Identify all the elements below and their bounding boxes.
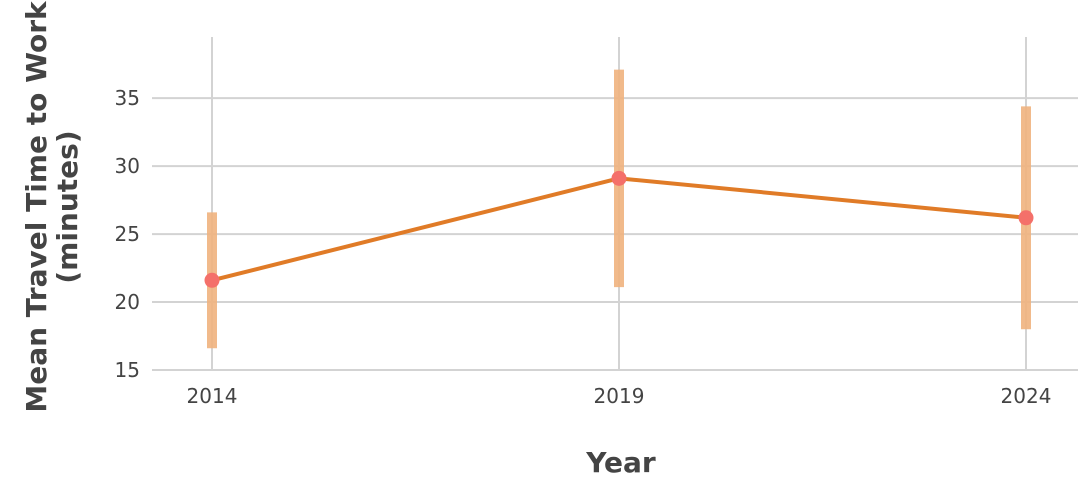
y-tick-label-25: 25	[115, 222, 140, 246]
x-tick-label-2024: 2024	[1001, 384, 1052, 408]
x-tick-label-2014: 2014	[187, 384, 238, 408]
y-tick-labels: 15 20 25 30 35	[115, 86, 140, 382]
data-points	[204, 170, 1034, 288]
y-axis-title: Mean Travel Time to Work (minutes)	[20, 0, 84, 413]
x-tick-labels: 2014 2019 2024	[187, 384, 1052, 408]
x-tick-label-2019: 2019	[594, 384, 645, 408]
y-axis-title-line-2: (minutes)	[51, 130, 84, 283]
x-axis-title: Year	[585, 446, 656, 478]
y-tick-label-15: 15	[115, 358, 140, 382]
y-tick-label-30: 30	[115, 154, 140, 178]
y-tick-label-35: 35	[115, 86, 140, 110]
y-axis-title-line-1: Mean Travel Time to Work	[20, 0, 53, 413]
y-tick-label-20: 20	[115, 290, 140, 314]
data-point-2019	[611, 170, 627, 186]
data-point-2014	[204, 272, 220, 288]
data-point-2024	[1018, 210, 1034, 226]
